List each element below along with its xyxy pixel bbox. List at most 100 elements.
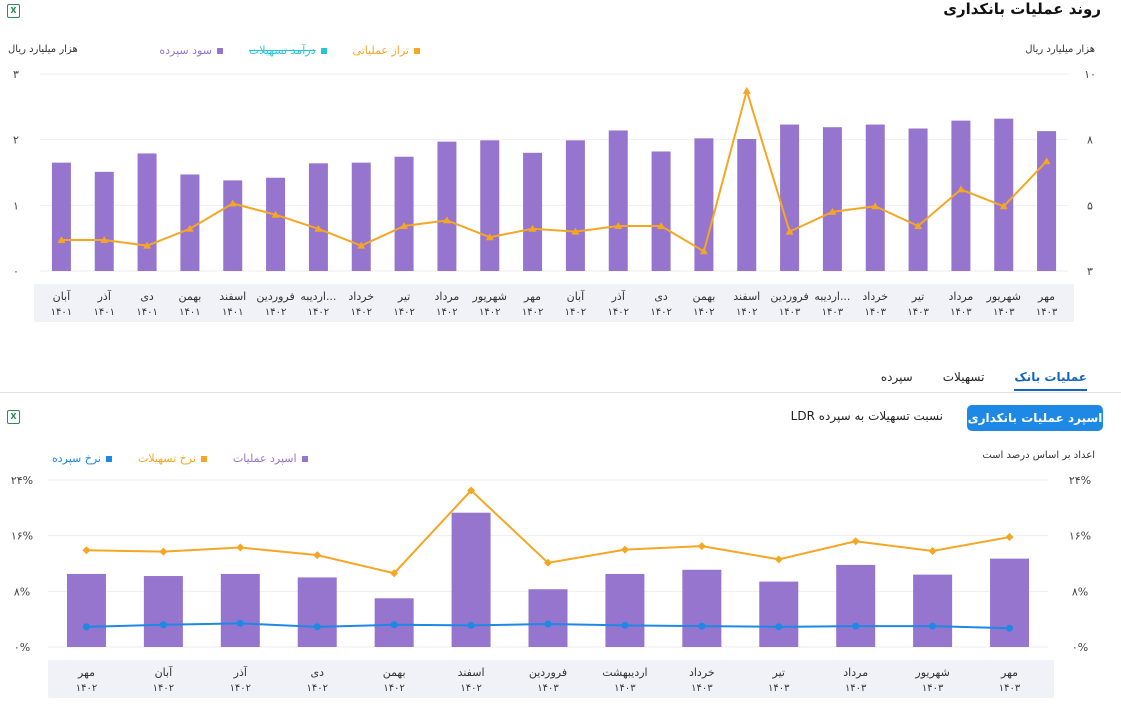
bar-operating-spread: [528, 589, 568, 647]
point-operating-balance: [999, 202, 1008, 210]
tabs-bar: سپرده تسهیلات عملیات بانک: [881, 370, 1087, 391]
legend-item-deposit-rate[interactable]: نرخ سپرده: [52, 452, 112, 465]
tab-loans[interactable]: تسهیلات: [942, 370, 985, 384]
legend-item-loan-income[interactable]: درآمد تسهیلات: [249, 44, 327, 57]
bar-operating-spread: [990, 558, 1030, 647]
point-operating-balance: [785, 227, 794, 235]
point-loan-rate: [928, 546, 937, 555]
bar-deposit-interest: [908, 128, 928, 271]
x-tick-year: ۱۴۰۲: [393, 307, 414, 318]
bar-deposit-interest: [180, 174, 200, 271]
point-deposit-rate: [698, 622, 706, 630]
x-tick-month: اسفند: [458, 666, 485, 679]
x-tick-year: ۱۴۰۲: [230, 683, 251, 694]
bar-deposit-interest: [266, 177, 286, 271]
tab-deposit[interactable]: سپرده: [880, 370, 913, 384]
right-tick-label: ۱۶%: [1069, 530, 1091, 543]
x-tick-year: ۱۴۰۱: [51, 307, 72, 318]
bar-deposit-interest: [480, 140, 500, 271]
x-tick-month: اردیبهشت: [602, 666, 647, 679]
x-tick-month: شهریور: [472, 290, 507, 303]
ldr-button[interactable]: نسبت تسهیلات به سپرده LDR: [790, 409, 943, 423]
point-operating-balance: [1042, 157, 1051, 165]
right-tick-label: ۱۰: [1084, 68, 1096, 81]
x-tick-year: ۱۴۰۳: [614, 683, 636, 694]
bar-deposit-interest: [94, 171, 114, 271]
bar-deposit-interest: [694, 138, 714, 271]
x-tick-month: خرداد: [862, 290, 888, 303]
point-deposit-rate: [544, 620, 552, 628]
chart1-svg: ۳ ۱۰ ۲ ۸ ۱ ۵ ۰ ۳ آبان ۱۴۰۱ آذر ۱۴۰۱ دی ۱۴۰۱ بهمن ۱۴۰۱ اس…: [13, 68, 1096, 322]
x-tick-month: آذر: [611, 289, 626, 303]
point-loan-rate: [697, 542, 706, 551]
right-tick-label: ۲۴%: [1069, 474, 1091, 487]
orange-square-icon: [414, 47, 420, 54]
x-tick-year: ۱۴۰۲: [479, 307, 500, 318]
point-loan-rate: [1005, 533, 1014, 542]
legend-item-operating-balance[interactable]: تراز عملیاتی: [353, 44, 420, 57]
x-tick-year: ۱۴۰۱: [136, 307, 157, 318]
point-deposit-rate: [621, 621, 629, 629]
x-axis-band: [48, 660, 1054, 698]
point-deposit-rate: [852, 622, 860, 630]
right-tick-label: ۸%: [1072, 585, 1088, 598]
x-tick-year: ۱۴۰۲: [265, 307, 286, 318]
point-operating-balance: [828, 207, 837, 215]
x-tick-month: مرداد: [435, 290, 460, 303]
legend-item-deposit-interest[interactable]: سود سپرده: [159, 44, 223, 57]
x-tick-month: مهر: [523, 290, 541, 303]
point-deposit-rate: [236, 619, 244, 627]
x-tick-year: ۱۴۰۲: [153, 683, 174, 694]
x-tick-year: ۱۴۰۳: [1036, 307, 1058, 318]
legend-item-operating-spread[interactable]: اسپرد عملیات: [233, 452, 308, 465]
point-operating-balance: [143, 241, 152, 249]
bar-deposit-interest: [1037, 131, 1057, 271]
point-deposit-rate: [82, 623, 90, 631]
point-operating-balance: [442, 216, 451, 224]
tab-bank-operations[interactable]: عملیات بانک: [1014, 370, 1087, 391]
spread-button[interactable]: اسپرد عملیات بانکداری: [967, 405, 1103, 431]
point-operating-balance: [699, 247, 708, 255]
bar-deposit-interest: [308, 163, 328, 271]
point-deposit-rate: [929, 622, 937, 630]
blue-square-icon: [106, 455, 112, 462]
x-tick-year: ۱۴۰۲: [460, 683, 481, 694]
point-loan-rate: [390, 569, 399, 578]
point-operating-balance: [314, 224, 323, 232]
point-loan-rate: [774, 555, 783, 564]
x-tick-year: ۱۴۰۳: [537, 683, 559, 694]
point-operating-balance: [357, 241, 366, 249]
point-operating-balance: [528, 224, 537, 232]
bar-deposit-interest: [223, 180, 243, 271]
right-tick-label: ۰%: [1072, 641, 1088, 654]
purple-square-icon: [216, 47, 223, 54]
bar-operating-spread: [682, 569, 722, 647]
x-tick-year: ۱۴۰۲: [736, 307, 757, 318]
point-operating-balance: [742, 86, 751, 94]
x-tick-month: دی: [654, 290, 668, 303]
bar-operating-spread: [836, 564, 876, 647]
x-tick-month: مهر: [77, 666, 95, 679]
point-operating-balance: [914, 221, 923, 229]
point-operating-balance: [657, 221, 666, 229]
left-tick-label: ۰: [13, 265, 19, 278]
left-tick-label: ۲۴%: [11, 474, 33, 487]
right-tick-label: ۳: [1087, 265, 1093, 278]
excel-export-icon[interactable]: X: [7, 4, 20, 18]
legend-item-loan-rate[interactable]: نرخ تسهیلات: [138, 452, 207, 465]
point-deposit-rate: [159, 621, 167, 629]
page-title: روند عملیات بانکداری: [943, 0, 1101, 18]
point-operating-balance: [185, 224, 194, 232]
excel-export-icon-2[interactable]: X: [7, 410, 20, 424]
x-axis-band: [34, 284, 1074, 322]
point-operating-balance: [271, 210, 280, 218]
left-tick-label: ۱۶%: [11, 530, 33, 543]
left-tick-label: ۰%: [14, 641, 30, 654]
bar-deposit-interest: [737, 139, 757, 271]
right-tick-label: ۵: [1087, 199, 1093, 212]
x-tick-year: ۱۴۰۲: [436, 307, 457, 318]
x-tick-year: ۱۴۰۲: [383, 683, 404, 694]
x-tick-month: تیر: [772, 666, 785, 679]
x-tick-year: ۱۴۰۲: [608, 307, 629, 318]
point-operating-balance: [956, 185, 965, 193]
